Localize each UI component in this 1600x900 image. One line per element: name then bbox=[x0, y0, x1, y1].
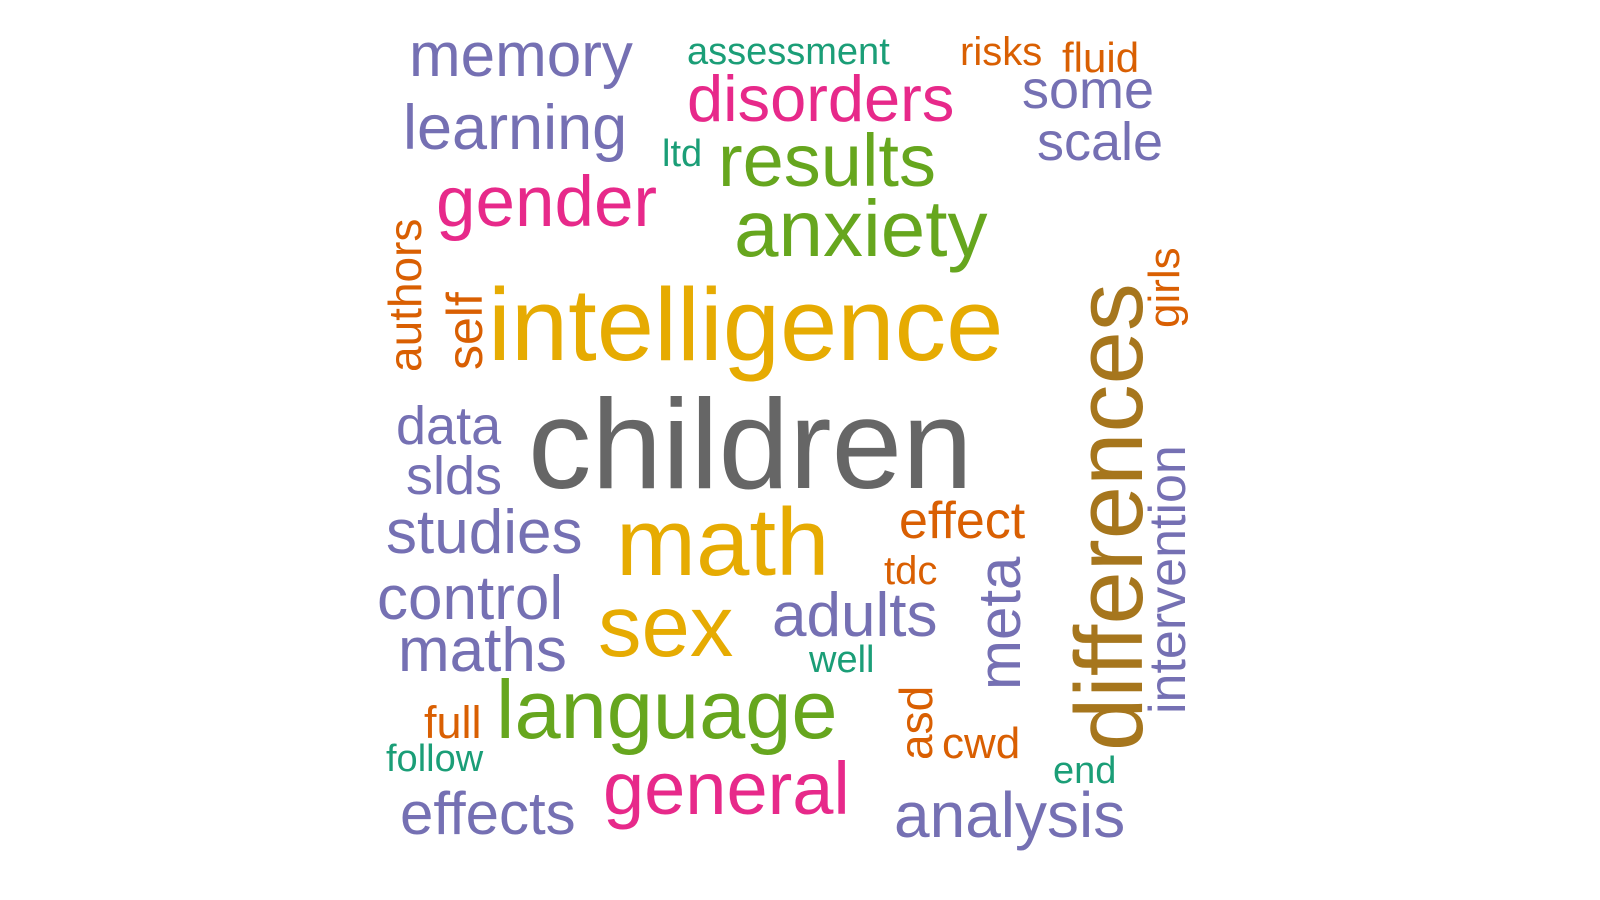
word-language: language bbox=[496, 663, 838, 756]
word-intervention: intervention bbox=[1139, 445, 1197, 714]
word-scale: scale bbox=[1037, 112, 1164, 172]
word-well: well bbox=[809, 639, 875, 681]
word-follow: follow bbox=[386, 738, 484, 780]
word-general: general bbox=[603, 747, 850, 830]
word-memory: memory bbox=[409, 21, 633, 90]
word-asd: asd bbox=[890, 685, 942, 760]
word-intelligence: intelligence bbox=[488, 267, 1004, 382]
word-disorders: disorders bbox=[687, 62, 955, 135]
word-learning: learning bbox=[403, 93, 628, 163]
word-some: some bbox=[1022, 60, 1155, 120]
word-analysis: analysis bbox=[894, 779, 1126, 851]
word-sex: sex bbox=[598, 578, 734, 675]
word-cwd: cwd bbox=[942, 719, 1021, 768]
word-gender: gender bbox=[436, 163, 658, 242]
word-full: full bbox=[424, 697, 482, 748]
word-math: math bbox=[616, 489, 830, 596]
word-authors: authors bbox=[379, 218, 431, 372]
word-assessment: assessment bbox=[687, 31, 890, 73]
word-risks: risks bbox=[960, 30, 1043, 74]
word-effects: effects bbox=[400, 780, 576, 847]
word-children: children bbox=[528, 373, 973, 515]
word-girls: girls bbox=[1140, 247, 1189, 328]
word-maths: maths bbox=[398, 616, 567, 685]
word-studies: studies bbox=[386, 498, 583, 567]
word-meta: meta bbox=[966, 556, 1033, 690]
word-end: end bbox=[1053, 750, 1117, 792]
word-ltd: ltd bbox=[662, 133, 703, 175]
word-slds: slds bbox=[406, 446, 503, 506]
word-control: control bbox=[377, 564, 564, 633]
word-self: self bbox=[437, 292, 493, 370]
word-anxiety: anxiety bbox=[734, 184, 988, 273]
word-tdc: tdc bbox=[884, 549, 938, 593]
word-adults: adults bbox=[772, 581, 938, 650]
word-fluid: fluid bbox=[1062, 34, 1140, 81]
word-effect: effect bbox=[899, 492, 1026, 550]
word-results: results bbox=[718, 119, 936, 202]
word-data: data bbox=[396, 396, 502, 456]
